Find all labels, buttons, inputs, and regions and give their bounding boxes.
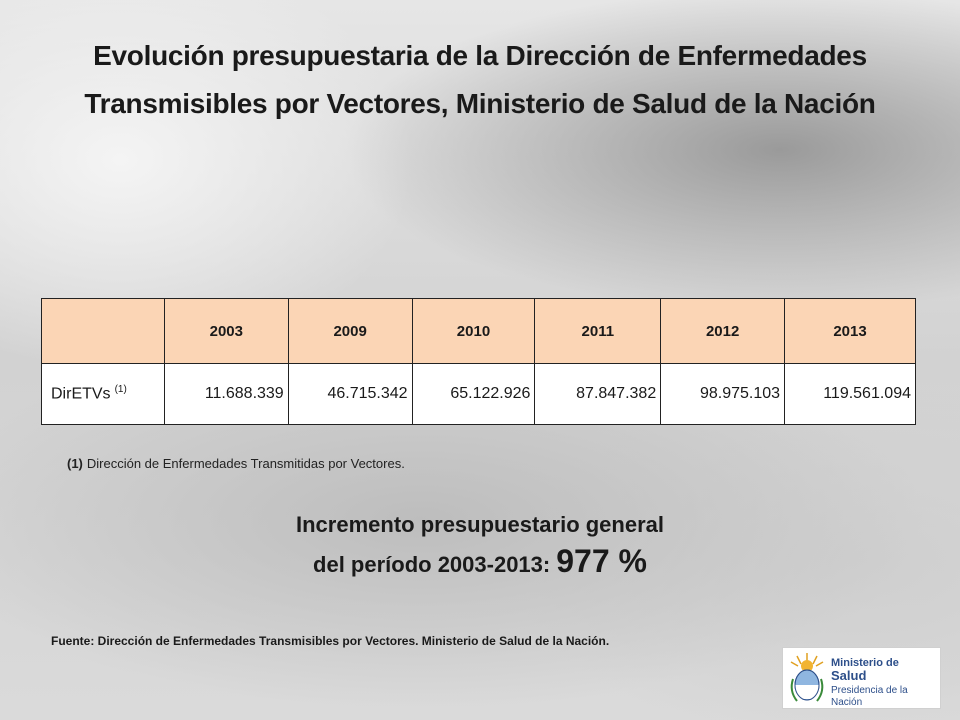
increment-line-1: Incremento presupuestario general xyxy=(296,512,664,537)
value-cell-2009: 46.715.342 xyxy=(287,363,413,425)
value-cell-2011: 87.847.382 xyxy=(534,363,662,425)
source-note: Fuente: Dirección de Enfermedades Transm… xyxy=(51,634,610,648)
coat-of-arms-icon xyxy=(790,653,824,702)
value-cell-2010: 65.122.926 xyxy=(411,363,536,425)
title-line-2: Transmisibles por Vectores, Ministerio d… xyxy=(84,88,876,119)
row-footnote-mark: (1) xyxy=(114,384,127,396)
page-title: Evolución presupuestaria de la Dirección… xyxy=(0,32,960,128)
table-header-row: 2003 2009 2010 2011 2012 2013 xyxy=(41,298,916,364)
value-cell-2012: 98.975.103 xyxy=(660,363,786,425)
footnote-text: Dirección de Enfermedades Transmitidas p… xyxy=(86,456,405,471)
budget-table: 2003 2009 2010 2011 2012 2013 DirETVs (1)… xyxy=(41,298,916,425)
header-cell-2011: 2011 xyxy=(534,298,662,364)
increment-line-2: del período 2003-2013: xyxy=(313,552,551,577)
increment-value: 977 % xyxy=(556,543,647,579)
header-cell-2003: 2003 xyxy=(163,298,289,364)
logo-line-3: Presidencia de la Nación xyxy=(831,685,908,708)
increment-summary: Incremento presupuestario general del pe… xyxy=(0,507,960,583)
row-label: DirETVs xyxy=(51,385,111,403)
header-cell-2009: 2009 xyxy=(287,298,413,364)
header-cell-2010: 2010 xyxy=(411,298,536,364)
footnote-mark: (1) xyxy=(67,456,83,471)
footnote: (1) Dirección de Enfermedades Transmitida… xyxy=(67,456,405,471)
title-line-1: Evolución presupuestaria de la Dirección… xyxy=(93,40,867,71)
table-row: DirETVs (1) 11.688.339 46.715.342 65.122.… xyxy=(41,363,916,425)
header-cell-2013: 2013 xyxy=(784,298,916,364)
value-cell-2003: 11.688.339 xyxy=(163,363,289,425)
ministry-logo: Ministerio de Salud Presidencia de la Na… xyxy=(782,647,941,709)
logo-line-2: Salud xyxy=(831,668,867,683)
row-label-cell: DirETVs (1) xyxy=(41,363,165,425)
header-cell-empty xyxy=(41,298,165,364)
value-cell-2013: 119.561.094 xyxy=(784,363,916,425)
header-cell-2012: 2012 xyxy=(660,298,786,364)
logo-line-1: Ministerio de xyxy=(831,657,899,669)
